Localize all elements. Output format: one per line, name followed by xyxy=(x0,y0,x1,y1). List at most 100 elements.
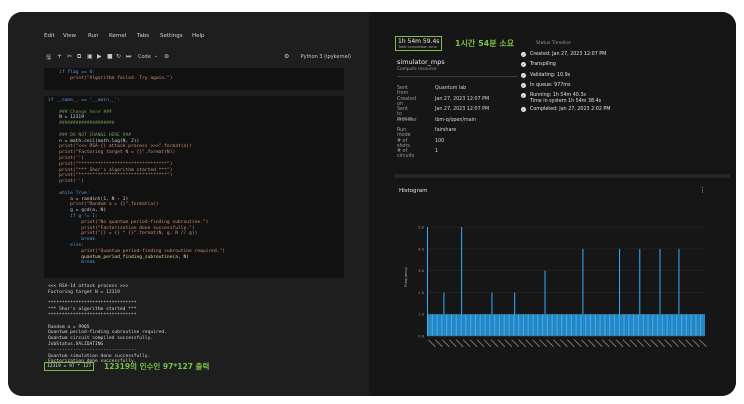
histogram-bar[interactable] xyxy=(641,314,643,336)
histogram-bar[interactable] xyxy=(668,314,670,336)
histogram-bar[interactable] xyxy=(595,314,597,336)
histogram-bar[interactable] xyxy=(651,314,653,336)
stop-icon[interactable]: ■ xyxy=(107,53,113,60)
histogram-bar[interactable] xyxy=(612,314,614,336)
histogram-bar[interactable] xyxy=(547,314,549,336)
code-cell-1[interactable]: if flag == 0: print("Algorithm failed. T… xyxy=(44,68,344,90)
histogram-bar[interactable] xyxy=(588,314,590,336)
histogram-bar[interactable] xyxy=(636,314,638,336)
histogram-bar[interactable] xyxy=(692,314,694,336)
histogram-bar[interactable] xyxy=(440,314,442,336)
histogram-bar[interactable] xyxy=(535,314,537,336)
histogram-bar[interactable] xyxy=(463,314,465,336)
gear-icon[interactable]: ⚙ xyxy=(284,53,290,60)
histogram-bar[interactable] xyxy=(564,314,566,336)
histogram-bar[interactable] xyxy=(598,314,600,336)
histogram-bar[interactable] xyxy=(703,314,705,336)
histogram-bar[interactable] xyxy=(486,314,488,336)
histogram-bar[interactable] xyxy=(501,314,503,336)
histogram-bar[interactable] xyxy=(578,314,580,336)
histogram-bar[interactable] xyxy=(616,314,618,336)
histogram-bar[interactable] xyxy=(435,314,437,336)
kernel-name[interactable]: Python 3 (ipykernel) xyxy=(300,54,351,60)
histogram-bar[interactable] xyxy=(496,314,498,336)
histogram-bar[interactable] xyxy=(493,314,495,336)
histogram-bar[interactable] xyxy=(624,314,626,336)
histogram-bar[interactable] xyxy=(574,314,576,336)
histogram-bar[interactable] xyxy=(433,314,435,336)
histogram-bar[interactable] xyxy=(569,314,571,336)
histogram-bar[interactable] xyxy=(653,314,655,336)
histogram-bar[interactable] xyxy=(451,314,452,336)
histogram-bar[interactable] xyxy=(543,314,545,336)
histogram-bar[interactable] xyxy=(675,314,677,336)
histogram-bar[interactable] xyxy=(650,314,652,336)
histogram-bar[interactable] xyxy=(640,314,642,336)
histogram-bar[interactable] xyxy=(488,314,490,336)
histogram-bar[interactable] xyxy=(658,314,660,336)
histogram-bar[interactable] xyxy=(438,314,440,336)
histogram-bar[interactable] xyxy=(583,314,585,336)
histogram-bar[interactable] xyxy=(483,314,485,336)
histogram-bar[interactable] xyxy=(683,314,685,336)
histogram-bar[interactable] xyxy=(686,314,688,336)
histogram-bar[interactable] xyxy=(555,314,557,336)
histogram-bar[interactable] xyxy=(625,314,627,336)
fast-forward-icon[interactable]: ⏭ xyxy=(126,53,132,60)
histogram-bar[interactable] xyxy=(468,314,470,336)
histogram-bar[interactable] xyxy=(434,314,436,336)
histogram-bar[interactable] xyxy=(452,314,454,336)
cell-type-select[interactable]: Code xyxy=(138,54,151,60)
histogram-bar[interactable] xyxy=(634,314,636,336)
histogram-bar[interactable] xyxy=(539,314,541,336)
histogram-bar[interactable] xyxy=(665,314,667,336)
histogram-bar[interactable] xyxy=(629,314,631,336)
histogram-bar[interactable] xyxy=(533,314,535,336)
histogram-bar[interactable] xyxy=(458,314,460,336)
menu-item-help[interactable]: Help xyxy=(192,33,205,39)
menu-item-kernel[interactable]: Kernel xyxy=(109,33,127,39)
histogram-bar[interactable] xyxy=(523,314,525,336)
histogram-bar[interactable] xyxy=(459,314,461,336)
histogram-bar[interactable] xyxy=(572,314,574,336)
histogram-bar[interactable] xyxy=(529,314,531,336)
histogram-bar[interactable] xyxy=(467,314,469,336)
histogram-bar[interactable] xyxy=(698,314,700,336)
histogram-bar[interactable] xyxy=(571,314,573,336)
histogram-bar[interactable] xyxy=(528,314,530,336)
histogram-bar[interactable] xyxy=(560,314,562,336)
histogram-bar[interactable] xyxy=(693,314,695,336)
menu-item-settings[interactable]: Settings xyxy=(160,33,183,39)
histogram-bar[interactable] xyxy=(510,314,512,336)
histogram-bar[interactable] xyxy=(430,314,432,336)
histogram-bar[interactable] xyxy=(445,314,447,336)
histogram-bar[interactable] xyxy=(472,314,474,336)
histogram-bar[interactable] xyxy=(478,314,480,336)
histogram-bar[interactable] xyxy=(559,314,561,336)
histogram-bar[interactable] xyxy=(490,314,492,336)
histogram-bar[interactable] xyxy=(601,314,603,336)
histogram-bar[interactable] xyxy=(534,314,536,336)
paste-icon[interactable]: ▣ xyxy=(87,53,93,60)
histogram-bar[interactable] xyxy=(694,314,696,336)
histogram-bar[interactable] xyxy=(602,314,604,336)
histogram-bar[interactable] xyxy=(566,314,567,336)
histogram-bar[interactable] xyxy=(619,248,621,336)
histogram-bar[interactable] xyxy=(656,314,658,336)
histogram-bar[interactable] xyxy=(482,314,484,336)
histogram-bar[interactable] xyxy=(660,314,662,336)
histogram-bar[interactable] xyxy=(591,314,593,336)
histogram-bar[interactable] xyxy=(622,314,624,336)
histogram-bar[interactable] xyxy=(502,314,504,336)
histogram-bar[interactable] xyxy=(644,314,646,336)
histogram-bar[interactable] xyxy=(610,314,612,336)
histogram-bar[interactable] xyxy=(654,314,656,336)
histogram-bar[interactable] xyxy=(680,314,682,336)
histogram-bar[interactable] xyxy=(499,314,501,336)
cut-icon[interactable]: ✂ xyxy=(67,53,73,60)
histogram-bar[interactable] xyxy=(688,314,690,336)
histogram-bar[interactable] xyxy=(548,314,550,336)
histogram-bar[interactable] xyxy=(673,314,675,336)
histogram-bar[interactable] xyxy=(579,314,581,336)
histogram-bar[interactable] xyxy=(677,314,679,336)
